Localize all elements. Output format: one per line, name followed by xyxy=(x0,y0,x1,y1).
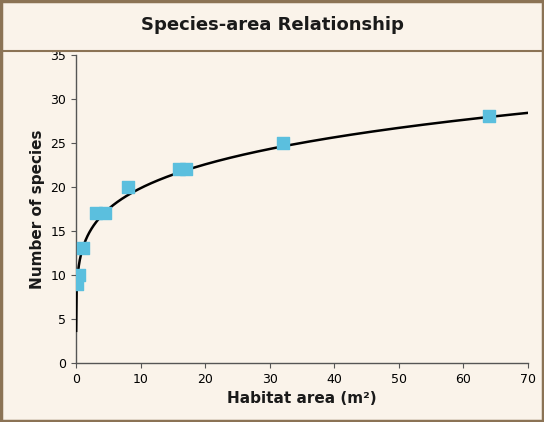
Y-axis label: Number of species: Number of species xyxy=(30,129,45,289)
Point xyxy=(175,166,184,173)
X-axis label: Habitat area (m²): Habitat area (m²) xyxy=(227,391,377,406)
Point xyxy=(91,210,100,216)
Point xyxy=(75,271,84,278)
Point xyxy=(72,280,81,287)
Text: Species-area Relationship: Species-area Relationship xyxy=(140,16,404,34)
Point xyxy=(485,113,493,120)
Point xyxy=(182,166,190,173)
Point xyxy=(101,210,109,216)
Point xyxy=(123,184,132,190)
Point xyxy=(78,245,87,252)
Point xyxy=(278,140,287,146)
